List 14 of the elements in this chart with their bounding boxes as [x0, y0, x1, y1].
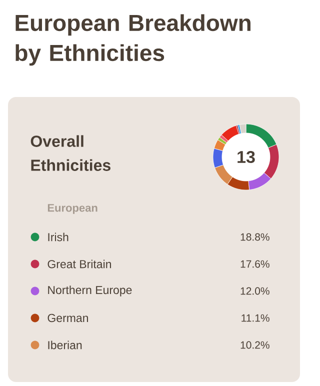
data-label: 18.8%	[240, 233, 270, 241]
legend-label: Irish	[48, 232, 68, 242]
data-label: 12.0%	[240, 287, 270, 295]
chart-title: European Breakdown by Ethnicities	[16, 14, 250, 66]
legend-label: Great Britain	[48, 260, 111, 268]
data-label: 11.1%	[242, 314, 270, 322]
data-label: 17.6%	[240, 260, 270, 268]
legend-label: Iberian	[48, 340, 82, 350]
legend-label: German	[48, 314, 88, 322]
text: 13	[238, 150, 255, 164]
legend-title: European	[48, 204, 98, 214]
legend-label: Northern Europe	[48, 286, 132, 296]
data-label: 10.2%	[240, 341, 270, 349]
text: Overall Ethnicities	[30, 135, 110, 171]
